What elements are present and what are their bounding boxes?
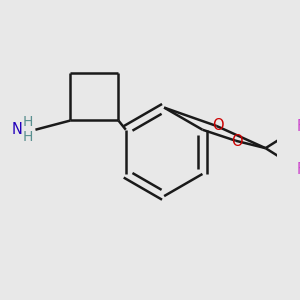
Text: H: H [23,130,33,144]
Text: F: F [296,162,300,177]
Text: N: N [12,122,22,137]
Text: O: O [231,134,243,149]
Text: O: O [212,118,224,133]
Text: F: F [296,119,300,134]
Text: H: H [23,115,33,129]
